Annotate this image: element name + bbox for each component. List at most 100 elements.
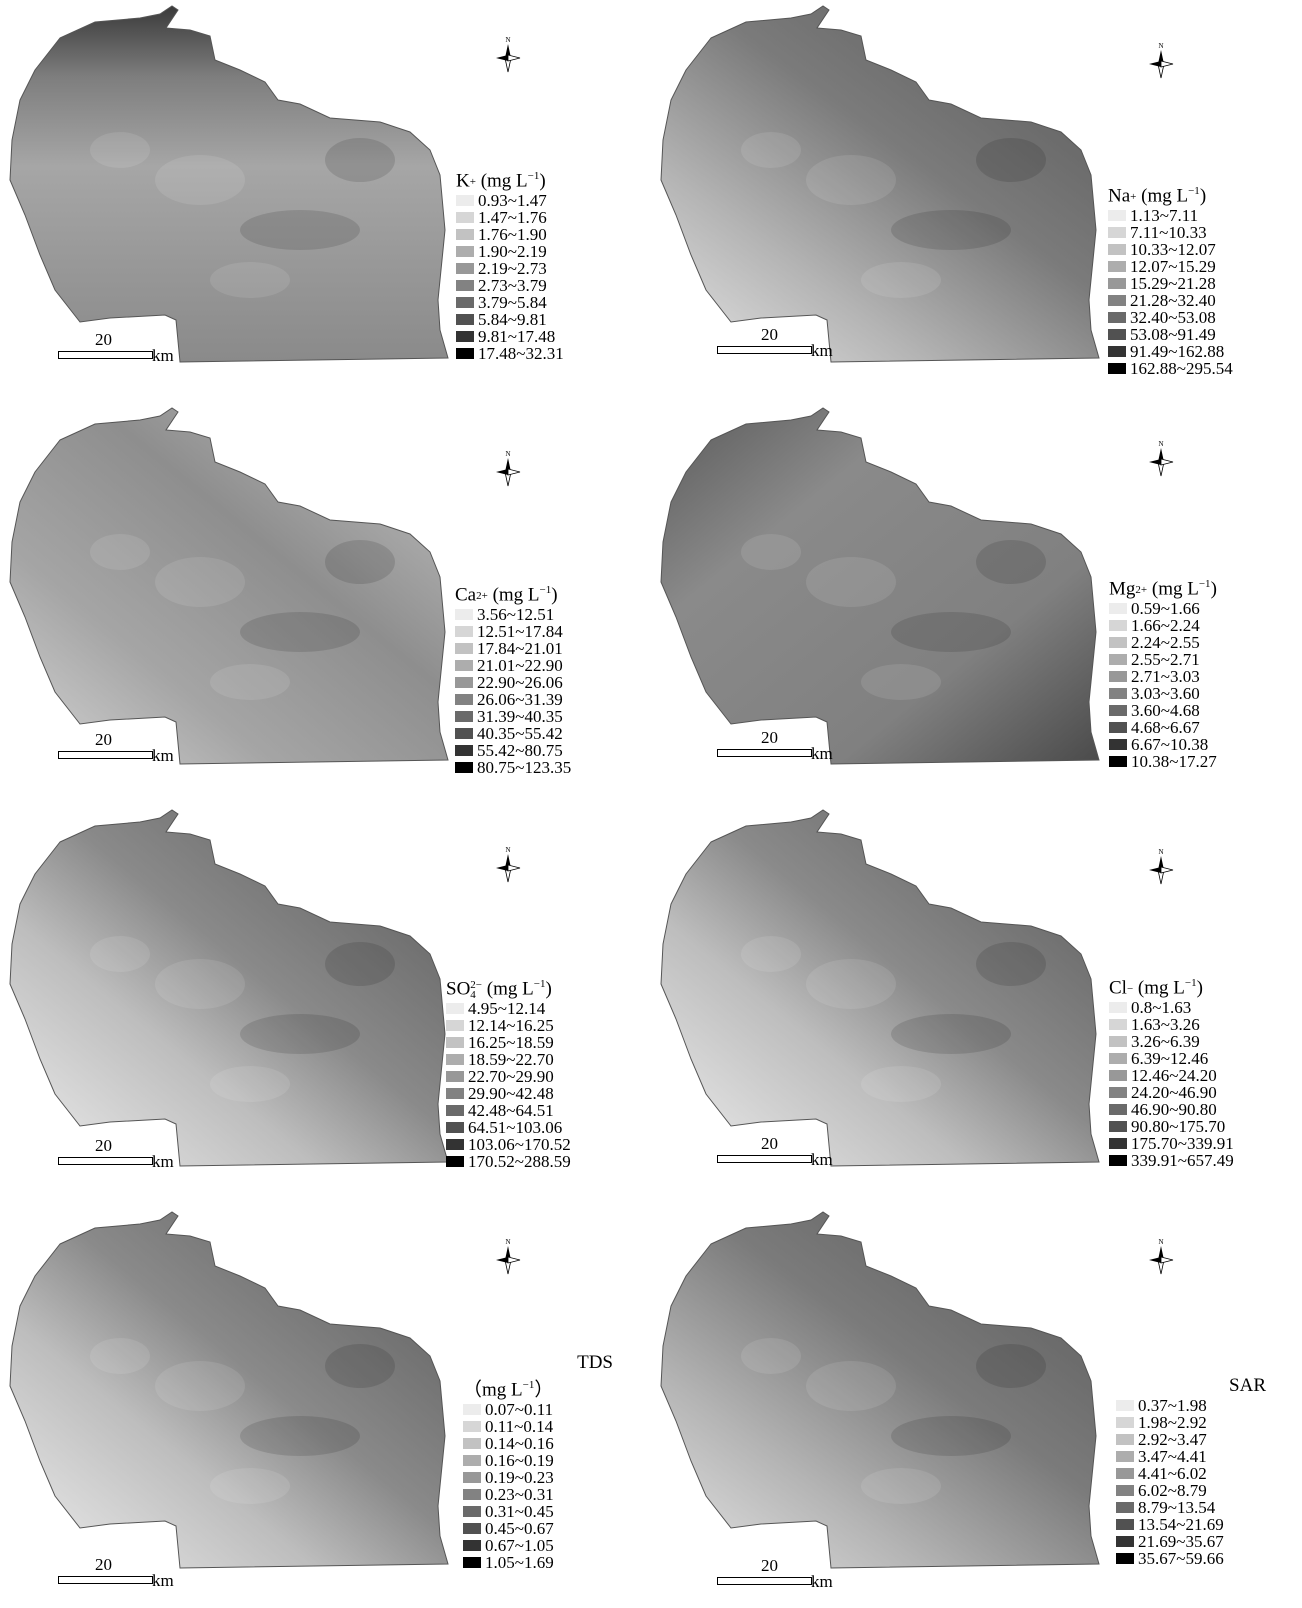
legend-range: 0.16~0.19 <box>485 1450 554 1470</box>
legend-range: 1.76~1.90 <box>478 224 547 244</box>
legend-item: 42.48~64.51 <box>446 1101 571 1120</box>
legend-item: 9.81~17.48 <box>456 327 564 346</box>
legend-item: 1.63~3.26 <box>1109 1015 1234 1034</box>
legend-range: 22.70~29.90 <box>468 1066 554 1086</box>
scale-distance: 20 <box>761 325 778 344</box>
legend-swatch <box>1108 329 1126 341</box>
legend-range: 1.66~2.24 <box>1131 615 1200 635</box>
legend-range: 0.11~0.14 <box>485 1416 554 1436</box>
value-zone <box>210 1468 290 1504</box>
map-panel-sar: N 20 km <box>651 1206 1302 1608</box>
legend-item: 1.98~2.92 <box>1116 1413 1266 1432</box>
legend-range: 15.29~21.28 <box>1130 273 1216 293</box>
legend-swatch <box>463 1472 481 1484</box>
legend-item: 64.51~103.06 <box>446 1118 571 1137</box>
legend-title: K + (mg L−1) <box>456 170 546 192</box>
value-zone <box>976 942 1046 986</box>
legend-swatch <box>463 1540 481 1552</box>
legend-item: 0.07~0.11 <box>463 1400 613 1419</box>
legend-swatch <box>463 1404 481 1416</box>
legend-range: 3.56~12.51 <box>477 604 555 624</box>
legend-swatch <box>455 745 473 757</box>
legend-item: 53.08~91.49 <box>1108 325 1233 344</box>
legend-range: 1.13~7.11 <box>1130 205 1199 225</box>
legend-swatch <box>1116 1502 1134 1513</box>
legend-swatch <box>455 711 473 723</box>
legend-range: 91.49~162.88 <box>1130 341 1225 361</box>
region-shape <box>9 407 449 765</box>
legend-item: 21.01~22.90 <box>455 655 571 675</box>
value-zone <box>325 138 395 182</box>
value-zone <box>976 1344 1046 1388</box>
legend-swatch <box>463 1438 481 1450</box>
legend-item: 1.05~1.69 <box>463 1553 613 1572</box>
north-arrow-icon: N <box>1149 440 1174 477</box>
scale-unit: km <box>152 346 174 365</box>
scale-bar <box>58 351 153 359</box>
legend-item: 29.90~42.48 <box>446 1083 571 1103</box>
legend-swatch <box>1116 1519 1134 1530</box>
value-zone <box>806 1361 896 1411</box>
legend-swatch <box>463 1557 481 1569</box>
legend-swatch <box>1109 722 1127 734</box>
scale-bar <box>58 1576 153 1584</box>
legend-range: 175.70~339.91 <box>1131 1133 1234 1153</box>
legend-swatch <box>1116 1400 1134 1411</box>
legend-item: 1.47~1.76 <box>456 208 564 227</box>
legend-swatch <box>1109 654 1127 666</box>
legend-range: 35.67~59.66 <box>1138 1548 1224 1568</box>
north-arrow-icon: N <box>1149 1238 1174 1275</box>
scale-unit: km <box>152 1152 174 1171</box>
legend-range: 6.67~10.38 <box>1131 734 1209 754</box>
legend-item: 80.75~123.35 <box>455 758 571 777</box>
legend-range: 8.79~13.54 <box>1138 1497 1216 1517</box>
legend-item: 170.52~288.59 <box>446 1152 571 1171</box>
legend-swatch <box>1109 1104 1127 1116</box>
map-na <box>660 5 1100 363</box>
legend-range: 4.95~12.14 <box>468 998 546 1018</box>
map-mg <box>660 407 1100 765</box>
legend-range: 12.07~15.29 <box>1130 256 1216 276</box>
legend-range: 3.26~6.39 <box>1131 1031 1200 1051</box>
legend-item: 22.70~29.90 <box>446 1066 571 1086</box>
legend-swatch <box>463 1489 481 1501</box>
legend-range: 29.90~42.48 <box>468 1083 554 1103</box>
legend-range: 4.41~6.02 <box>1138 1463 1207 1483</box>
legend-item: 35.67~59.66 <box>1116 1548 1266 1568</box>
legend-range: 3.03~3.60 <box>1131 683 1200 703</box>
legend-range: 12.14~16.25 <box>468 1015 554 1035</box>
legend-item: 1.66~2.24 <box>1109 615 1217 635</box>
region-shape <box>660 1211 1100 1569</box>
legend-swatch <box>463 1455 481 1467</box>
legend-range: 40.35~55.42 <box>477 723 563 743</box>
legend-item: 17.48~32.31 <box>456 344 564 363</box>
legend-swatch <box>1109 1087 1127 1099</box>
scale-distance: 20 <box>761 1556 778 1575</box>
value-zone <box>155 959 245 1009</box>
legend-item: 0.16~0.19 <box>463 1450 613 1470</box>
legend-item: 175.70~339.91 <box>1109 1133 1234 1153</box>
svg-text:N: N <box>1158 848 1163 856</box>
svg-text:N: N <box>505 450 510 458</box>
legend-item: 0.67~1.05 <box>463 1536 613 1555</box>
legend-range: 18.59~22.70 <box>468 1049 554 1069</box>
legend-range: 5.84~9.81 <box>478 309 547 329</box>
legend-swatch <box>446 1139 464 1151</box>
legend-range: 21.01~22.90 <box>477 655 563 675</box>
legend-title: SO 2− 4 (mg L−1) <box>446 978 552 1001</box>
legend-item: 2.24~2.55 <box>1109 633 1217 652</box>
scale-bar <box>717 346 812 354</box>
legend-swatch <box>456 280 474 292</box>
value-zone <box>210 664 290 700</box>
value-zone <box>240 1014 360 1054</box>
legend-range: 0.14~0.16 <box>485 1433 554 1453</box>
legend-item: 6.39~12.46 <box>1109 1049 1234 1068</box>
value-zone <box>806 959 896 1009</box>
legend-swatch <box>456 314 474 326</box>
map-ca <box>9 407 449 765</box>
legend-item: 0.11~0.14 <box>463 1416 613 1436</box>
legend-range: 0.93~1.47 <box>478 190 547 210</box>
legend-range: 3.60~4.68 <box>1131 700 1200 720</box>
legend-range: 17.84~21.01 <box>477 638 563 658</box>
legend-range: 32.40~53.08 <box>1130 307 1216 327</box>
